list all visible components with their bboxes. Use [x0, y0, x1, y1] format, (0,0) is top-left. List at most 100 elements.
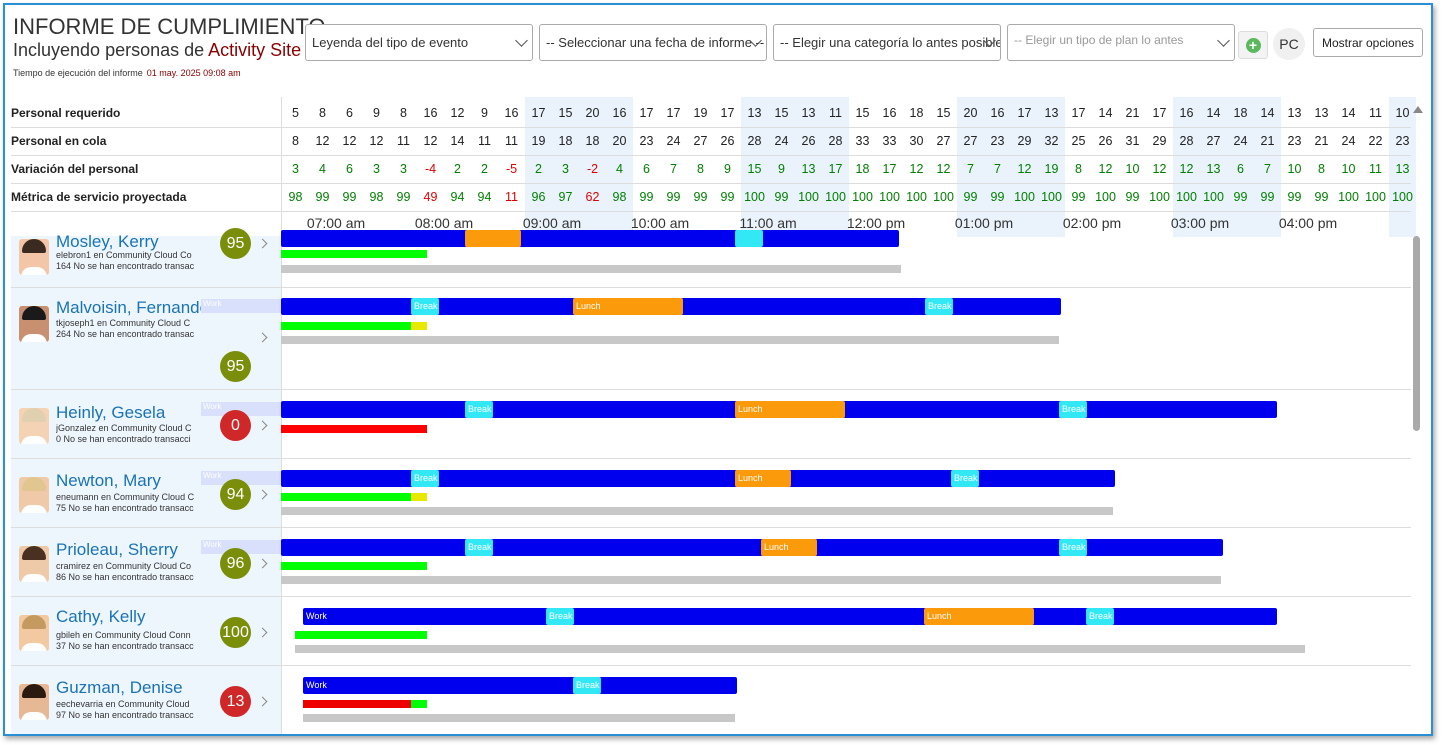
- schedule-lunch-bar[interactable]: Lunch: [735, 470, 791, 487]
- chevron-right-icon[interactable]: [257, 558, 268, 569]
- metric-cell: 7: [994, 162, 1001, 176]
- metric-cell: 6: [643, 162, 650, 176]
- schedule-brk-bar[interactable]: Break: [465, 401, 493, 418]
- metric-cell: 6: [346, 106, 353, 120]
- vertical-scrollbar[interactable]: [1413, 236, 1420, 431]
- schedule-brk-bar[interactable]: Break: [546, 608, 574, 625]
- agent-row[interactable]: Malvoisin, Fernando tkjoseph1 en Communit…: [11, 288, 1411, 390]
- avatar: [19, 546, 49, 582]
- schedule-lunch-bar[interactable]: Lunch: [761, 539, 817, 556]
- hour-label: 11:00 am: [739, 215, 797, 231]
- chevron-right-icon[interactable]: [257, 238, 268, 249]
- agent-login: eechevarria en Community Cloud: [56, 699, 190, 709]
- highlight-column: [795, 97, 822, 237]
- agent-row[interactable]: Heinly, Gesela jGonzalez en Community Clo…: [11, 390, 1411, 459]
- metric-cell: 12: [450, 106, 465, 120]
- report-date-select[interactable]: -- Seleccionar una fecha de informe --: [539, 24, 767, 61]
- highlight-column: [1011, 97, 1038, 237]
- agent-row[interactable]: Cathy, Kelly gbileh en Community Cloud Co…: [11, 597, 1411, 666]
- schedule-work-bar[interactable]: [281, 470, 1115, 487]
- agent-row[interactable]: Guzman, Denise eechevarria en Community C…: [11, 666, 1411, 734]
- actual-activity-bar: [303, 700, 411, 708]
- metric-cell: 100: [744, 190, 765, 204]
- metric-cell: 99: [1233, 190, 1248, 204]
- metric-cell: 13: [1314, 106, 1329, 120]
- chevron-right-icon[interactable]: [257, 696, 268, 707]
- highlight-column: [957, 97, 984, 237]
- schedule-work-bar[interactable]: Work: [303, 608, 1277, 625]
- agent-name[interactable]: Mosley, Kerry: [56, 232, 159, 251]
- chevron-right-icon[interactable]: [257, 627, 268, 638]
- agent-row[interactable]: Prioleau, Sherry cramirez en Community Cl…: [11, 528, 1411, 597]
- metric-cell: 13: [1206, 162, 1221, 176]
- agent-row[interactable]: Mosley, Kerry elebron1 en Community Cloud…: [11, 227, 1411, 288]
- chevron-right-icon[interactable]: [257, 420, 268, 431]
- schedule-brk-bar[interactable]: Break: [1059, 539, 1087, 556]
- metric-cell: 100: [1149, 190, 1170, 204]
- metric-cell: 12: [1179, 162, 1194, 176]
- schedule-work-bar[interactable]: Work: [303, 677, 737, 694]
- scroll-up-icon[interactable]: [1413, 106, 1423, 113]
- metric-cell: 3: [400, 162, 407, 176]
- agent-transactions: 97 No se han encontrado transacc: [56, 710, 194, 720]
- timeline-track: [281, 336, 1059, 344]
- schedule-work-bar[interactable]: [281, 230, 899, 247]
- schedule-brk-bar[interactable]: Break: [573, 677, 601, 694]
- metric-cell: 62: [585, 190, 600, 204]
- schedule-brk-bar[interactable]: Break: [951, 470, 979, 487]
- schedule-work-bar[interactable]: [281, 539, 1223, 556]
- adherence-score: 100: [220, 617, 251, 648]
- row-divider: [11, 596, 1411, 597]
- metric-cell: 97: [558, 190, 573, 204]
- schedule-brk-bar[interactable]: [735, 230, 763, 247]
- schedule-brk-bar[interactable]: Break: [1059, 401, 1087, 418]
- metric-label: Métrica de servicio proyectada: [11, 190, 187, 204]
- metric-cell: 16: [504, 106, 519, 120]
- site-name: Activity Site: [208, 40, 302, 60]
- category-select[interactable]: -- Elegir una categoría lo antes posible…: [773, 24, 1001, 61]
- schedule-lunch-bar[interactable]: Lunch: [735, 401, 845, 418]
- agent-name[interactable]: Malvoisin, Fernando: [56, 298, 210, 317]
- segment-label: Lunch: [764, 542, 789, 552]
- metric-cell: 4: [616, 162, 623, 176]
- highlight-column: [579, 97, 606, 237]
- schedule-lunch-bar[interactable]: Lunch: [924, 608, 1034, 625]
- chevron-right-icon[interactable]: [257, 332, 268, 343]
- agent-name[interactable]: Cathy, Kelly: [56, 607, 146, 626]
- agent-name[interactable]: Newton, Mary: [56, 471, 161, 490]
- agent-row[interactable]: Newton, Mary eneumann en Community Cloud …: [11, 459, 1411, 528]
- metric-cell: 12: [909, 162, 924, 176]
- plan-type-select[interactable]: -- Elegir un tipo de plan lo antes posib…: [1007, 24, 1235, 61]
- agent-name[interactable]: Heinly, Gesela: [56, 403, 166, 422]
- add-button[interactable]: +: [1238, 31, 1268, 59]
- user-avatar[interactable]: PC: [1273, 28, 1305, 60]
- metric-cell: 100: [1365, 190, 1386, 204]
- event-type-select[interactable]: Leyenda del tipo de evento: [305, 24, 533, 61]
- schedule-brk-bar[interactable]: Break: [925, 298, 953, 315]
- metric-cell: 20: [585, 106, 600, 120]
- metric-cell: 12: [1098, 162, 1113, 176]
- agent-name[interactable]: Prioleau, Sherry: [56, 540, 178, 559]
- schedule-brk-bar[interactable]: Break: [411, 298, 439, 315]
- schedule-brk-bar[interactable]: Break: [465, 539, 493, 556]
- hour-label: 08:00 am: [414, 215, 474, 231]
- metric-cell: 2: [535, 162, 542, 176]
- metric-cell: 12: [369, 134, 384, 148]
- show-options-button[interactable]: Mostrar opciones: [1313, 28, 1423, 57]
- metric-cell: 23: [1395, 134, 1410, 148]
- schedule-brk-bar[interactable]: Break: [411, 470, 439, 487]
- schedule-lunch-bar[interactable]: [465, 230, 521, 247]
- metric-cell: -5: [505, 162, 518, 176]
- metric-cell: 17: [1017, 106, 1032, 120]
- work-ghost-label: Work: [201, 540, 293, 554]
- agent-name[interactable]: Guzman, Denise: [56, 678, 183, 697]
- metric-cell: 12: [342, 134, 357, 148]
- row-divider: [11, 389, 1411, 390]
- avatar: [19, 615, 49, 651]
- metric-cell: 8: [292, 134, 299, 148]
- schedule-brk-bar[interactable]: Break: [1086, 608, 1114, 625]
- chevron-right-icon[interactable]: [257, 489, 268, 500]
- schedule-lunch-bar[interactable]: Lunch: [573, 298, 683, 315]
- metric-cell: 6: [346, 162, 353, 176]
- metric-label: Personal requerido: [11, 106, 121, 120]
